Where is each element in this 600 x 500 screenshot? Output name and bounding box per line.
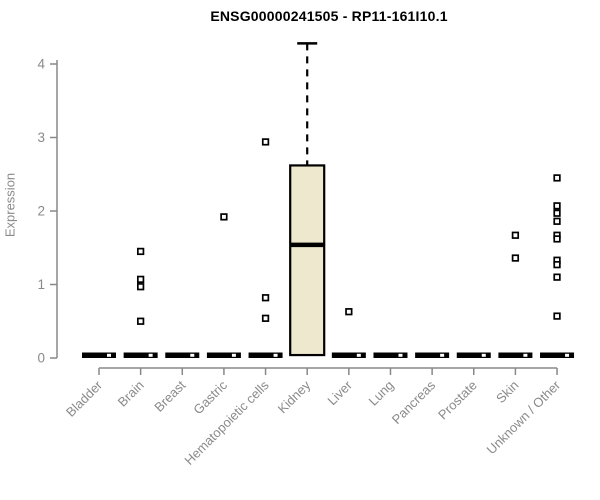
- zero-point: [107, 353, 111, 357]
- outlier-point: [553, 217, 561, 225]
- outlier-point: [553, 312, 561, 320]
- outlier-point: [136, 317, 145, 325]
- x-tick-label: Gastric: [190, 377, 230, 417]
- x-tick-label: Breast: [151, 377, 188, 414]
- zero-point: [481, 353, 486, 357]
- y-tick-label: 1: [37, 277, 45, 292]
- outlier-point: [136, 247, 145, 256]
- outlier-point: [553, 202, 561, 210]
- zero-box: [248, 352, 283, 358]
- outlier-point: [261, 294, 270, 302]
- zero-box: [456, 352, 491, 358]
- y-tick-label: 0: [37, 351, 45, 366]
- zero-box: [165, 352, 200, 358]
- x-tick-label: Prostate: [435, 378, 480, 423]
- y-tick-label: 2: [37, 204, 45, 219]
- outlier-point: [261, 314, 270, 322]
- x-tick-label: Pancreas: [389, 377, 439, 427]
- y-tick-label: 4: [37, 57, 45, 72]
- outlier-point: [553, 209, 561, 217]
- outlier-point: [511, 254, 520, 262]
- outlier-point: [136, 275, 145, 284]
- zero-box: [498, 352, 533, 358]
- zero-point: [398, 353, 403, 357]
- zero-box: [415, 352, 450, 358]
- outlier-point: [553, 261, 561, 269]
- y-tick-label: 3: [37, 130, 45, 145]
- zero-box: [123, 352, 158, 358]
- zero-box: [331, 352, 366, 358]
- x-tick-label: Lung: [366, 378, 397, 409]
- zero-box: [206, 352, 241, 358]
- outlier-point: [553, 174, 561, 182]
- x-tick-label: Brain: [115, 378, 147, 410]
- outlier-point: [553, 235, 561, 243]
- zero-point: [356, 353, 361, 357]
- box: [289, 164, 326, 357]
- outlier-point: [136, 283, 145, 291]
- x-tick-label: Liver: [324, 377, 355, 408]
- zero-point: [190, 353, 195, 357]
- outlier-point: [220, 213, 228, 221]
- x-tick-label: Unknown / Other: [484, 377, 564, 457]
- zero-box: [373, 352, 408, 358]
- outlier-point: [261, 138, 270, 146]
- zero-point: [440, 353, 445, 357]
- outlier-point: [345, 308, 353, 316]
- zero-point: [565, 353, 570, 357]
- median-line: [290, 242, 325, 248]
- outlier-point: [553, 273, 561, 281]
- zero-box: [540, 352, 575, 358]
- x-tick-label: Skin: [493, 378, 521, 406]
- x-tick-label: Kidney: [275, 377, 314, 416]
- zero-point: [148, 353, 153, 357]
- zero-box: [82, 352, 116, 358]
- outlier-point: [511, 231, 520, 239]
- zero-point: [231, 353, 236, 357]
- zero-point: [273, 353, 278, 357]
- zero-point: [523, 353, 528, 357]
- x-tick-label: Bladder: [63, 377, 106, 420]
- chart-title: ENSG00000241505 - RP11-161I10.1: [210, 8, 448, 24]
